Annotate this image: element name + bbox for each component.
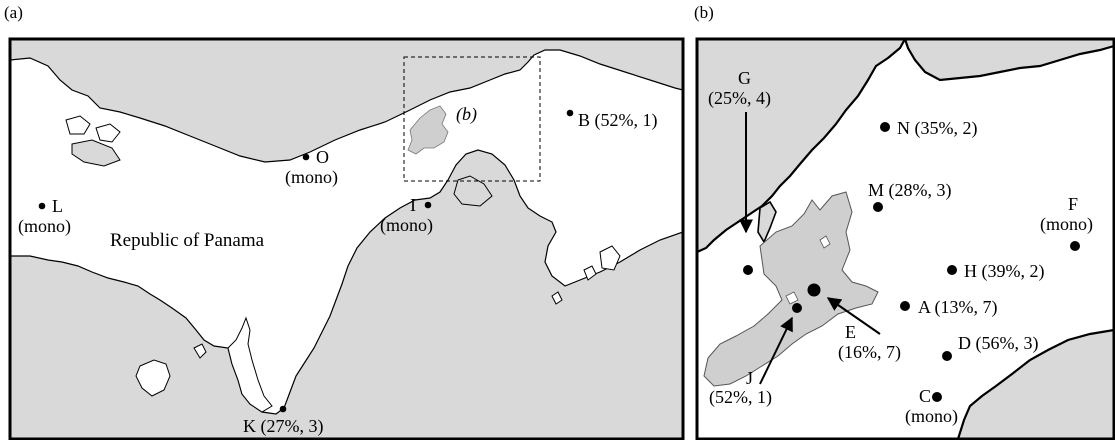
site-label-f: F — [1068, 194, 1078, 214]
country-label: Republic of Panama — [110, 230, 265, 251]
site-label-l-sub: (mono) — [18, 216, 71, 237]
site-marker-l — [38, 202, 46, 210]
map-b-lake — [703, 191, 879, 387]
map-a: L (mono) O (mono) I (mono) B (52%, 1) K … — [8, 37, 685, 440]
map-a-pearl-islands — [599, 245, 621, 271]
map-b-ne-sea — [903, 39, 1114, 82]
map-a-lagoon — [71, 139, 121, 167]
site-label-o-sub: (mono) — [285, 167, 338, 188]
site-marker-n — [880, 122, 890, 132]
map-b: G (25%, 4) N (35%, 2) M (28%, 3) F (mono… — [695, 37, 1115, 440]
map-b-caribbean — [697, 39, 907, 254]
map-a-islet-1 — [583, 265, 597, 281]
map-a-gulf-bay — [453, 175, 493, 207]
map-a-bocas-1 — [65, 115, 91, 135]
panel-a-label: (a) — [4, 3, 23, 22]
map-a-lake — [407, 105, 449, 155]
site-label-f-sub: (mono) — [1040, 214, 1093, 235]
site-marker-h — [947, 265, 957, 275]
site-label-d: D (56%, 3) — [958, 333, 1038, 354]
site-marker-e — [807, 283, 821, 297]
map-a-landmass — [10, 49, 683, 415]
map-b-coast-notch — [757, 200, 777, 244]
map-b-pacific — [956, 328, 1114, 439]
site-label-i-sub: (mono) — [380, 215, 433, 236]
site-label-n: N (35%, 2) — [897, 118, 977, 139]
site-label-c-sub: (mono) — [905, 406, 958, 427]
site-label-j: J — [746, 368, 753, 388]
map-b-lake-islet-1 — [785, 291, 799, 305]
inset-label: (b) — [456, 104, 477, 125]
site-label-b: B (52%, 1) — [578, 110, 658, 131]
site-label-l: L — [52, 196, 63, 216]
map-a-island-1 — [135, 359, 171, 397]
map-b-lake-islet-2 — [819, 235, 831, 249]
site-marker-a — [900, 301, 910, 311]
site-marker-j — [792, 303, 802, 313]
panel-b-label: (b) — [694, 3, 714, 22]
site-label-g-sub: (25%, 4) — [708, 88, 771, 109]
map-a-frame — [8, 37, 685, 440]
map-a-islet-2 — [551, 291, 563, 305]
site-label-g: G — [738, 68, 751, 88]
map-a-island-2 — [193, 343, 207, 359]
site-label-j-sub: (52%, 1) — [709, 387, 772, 408]
site-label-m: M (28%, 3) — [868, 180, 952, 201]
site-marker-f — [1070, 241, 1080, 251]
site-marker-d — [942, 351, 952, 361]
site-marker-k — [279, 405, 287, 413]
map-a-bocas-2 — [95, 123, 121, 143]
site-label-i: I — [410, 195, 416, 215]
site-marker-o — [302, 153, 310, 161]
site-label-e: E — [845, 322, 856, 342]
site-marker-i — [424, 201, 432, 209]
map-a-peninsula — [227, 316, 273, 413]
site-label-k: K (27%, 3) — [243, 416, 323, 437]
map-b-frame — [695, 37, 1115, 440]
site-label-h: H (39%, 2) — [964, 261, 1044, 282]
site-label-a: A (13%, 7) — [918, 297, 998, 318]
site-label-o: O — [316, 147, 329, 167]
site-marker-c — [932, 392, 942, 402]
arrow-j — [759, 316, 793, 385]
site-marker-g — [743, 265, 753, 275]
site-label-e-sub: (16%, 7) — [838, 342, 901, 363]
site-marker-m — [873, 202, 883, 212]
arrow-e — [826, 297, 881, 335]
map-a-inset-box — [403, 56, 541, 182]
site-label-c: C — [919, 386, 931, 406]
site-marker-b — [566, 109, 574, 117]
